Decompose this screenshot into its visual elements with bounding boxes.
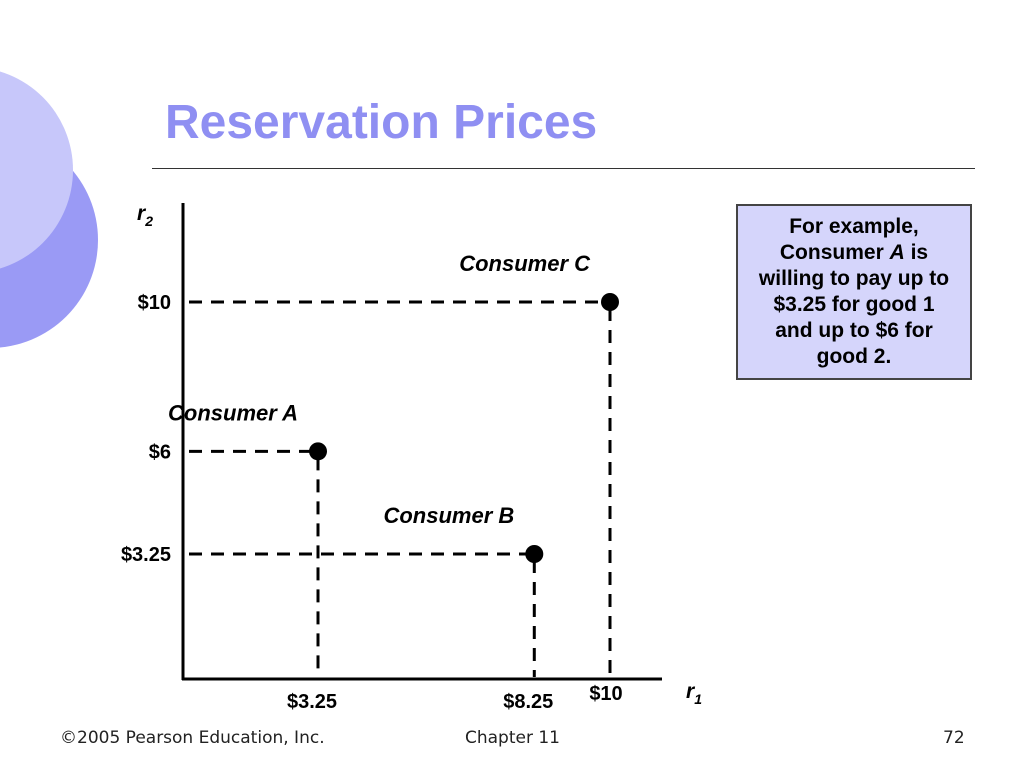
callout-line-4: $3.25 for good 1 xyxy=(773,293,935,316)
title-divider xyxy=(152,168,975,169)
y-tick-label: $10 xyxy=(138,292,171,314)
callout-text: For example, Consumer A is willing to pa… xyxy=(759,214,949,370)
dashed-guides xyxy=(189,300,612,677)
point-labels: Consumer A Consumer B Consumer C xyxy=(168,251,591,528)
callout-line-5: and up to $6 for xyxy=(775,319,933,342)
y-tick-label: $6 xyxy=(149,441,171,463)
label-consumer-a: Consumer A xyxy=(168,400,298,425)
point-consumer-c xyxy=(601,293,619,311)
x-tick-label: $10 xyxy=(589,683,622,705)
x-axis-label: r1 xyxy=(686,680,702,707)
example-callout: For example, Consumer A is willing to pa… xyxy=(736,204,972,380)
y-axis-label-subscript: 2 xyxy=(144,213,153,229)
x-axis-label-subscript: 1 xyxy=(694,691,702,707)
callout-line-2-post: is xyxy=(904,241,929,264)
callout-line-2-em: A xyxy=(889,241,905,264)
y-tick-label: $3.25 xyxy=(121,544,171,566)
consumer-points xyxy=(309,293,619,563)
callout-line-6: good 2. xyxy=(816,345,892,368)
callout-line-2-pre: Consumer xyxy=(779,241,890,264)
decorative-circles xyxy=(0,71,98,348)
chart-axes: r2 r1 xyxy=(137,202,702,707)
decor-circle-inner xyxy=(0,71,73,269)
callout-line-1: For example, xyxy=(789,215,919,238)
x-tick-label: $3.25 xyxy=(287,691,337,713)
footer-chapter: Chapter 11 xyxy=(465,728,561,748)
point-consumer-b xyxy=(525,545,544,563)
label-consumer-c: Consumer C xyxy=(459,251,591,276)
label-consumer-b: Consumer B xyxy=(383,503,514,528)
slide-title: Reservation Prices xyxy=(165,96,598,149)
y-axis-label: r2 xyxy=(137,202,153,229)
footer-page-number: 72 xyxy=(943,728,965,748)
x-tick-label: $8.25 xyxy=(503,691,553,713)
callout-line-3: willing to pay up to xyxy=(758,267,950,290)
footer-copyright: ©2005 Pearson Education, Inc. xyxy=(60,728,325,748)
point-consumer-a xyxy=(309,442,327,461)
tick-labels: $3.25 $6 $10 $3.25 $8.25 $10 xyxy=(121,292,623,713)
